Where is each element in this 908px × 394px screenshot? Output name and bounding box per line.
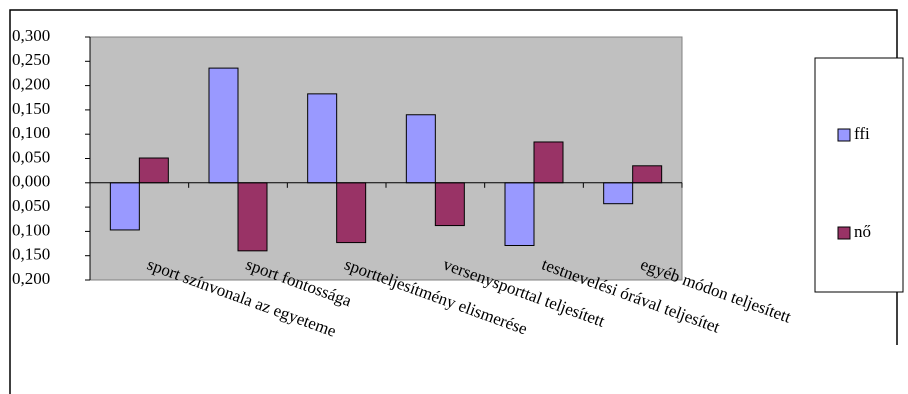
legend-label: ffi [854,124,870,143]
y-tick-label: 0,000 [12,172,50,191]
legend-swatch [837,128,851,142]
y-tick-label: 0,150 [12,99,50,118]
bar [307,93,338,184]
bar [533,141,564,184]
bar [434,182,465,227]
bar [208,67,239,184]
bar [405,114,436,184]
y-tick-label: 0,100 [12,123,50,142]
y-tick-label: 0,200 [12,269,50,288]
y-tick-label: 0,100 [12,220,50,239]
bar [632,165,663,184]
bar [138,157,169,184]
plot-area [89,36,683,281]
y-tick-label: 0,150 [12,245,50,264]
y-tick-label: 0,250 [12,50,50,69]
legend-label: nő [854,222,871,241]
y-tick-label: 0,300 [12,26,50,45]
legend-box [814,57,904,293]
y-tick-label: 0,050 [12,147,50,166]
bar [109,182,140,231]
bar [603,182,634,205]
y-tick-label: 0,200 [12,75,50,94]
y-tick-label: 0,050 [12,196,50,215]
bar [504,182,535,246]
bar [336,182,367,244]
legend-swatch [837,226,851,240]
bar [237,182,268,252]
